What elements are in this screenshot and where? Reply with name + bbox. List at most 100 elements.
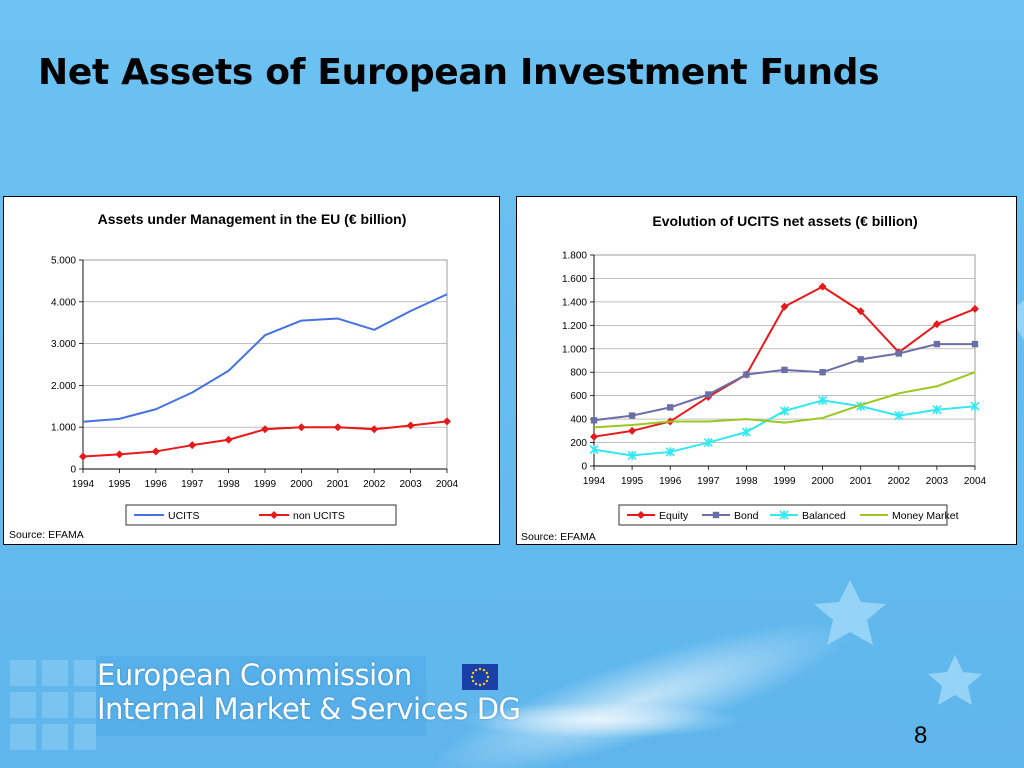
y-tick-label: 400 (570, 415, 587, 426)
y-tick-label: 0 (581, 462, 587, 473)
data-point (856, 307, 865, 316)
data-point (857, 356, 864, 363)
x-tick-label: 2003 (926, 476, 949, 487)
y-tick-label: 200 (570, 438, 587, 449)
data-point (443, 417, 451, 426)
slide-title: Net Assets of European Investment Funds (38, 52, 880, 93)
y-tick-label: 800 (570, 368, 587, 379)
x-tick-label: 2000 (290, 479, 313, 490)
data-point (703, 437, 713, 448)
y-tick-label: 1.600 (562, 274, 587, 285)
series-bond (590, 340, 979, 424)
data-point (151, 447, 160, 456)
legend-item: Equity (627, 510, 689, 522)
data-point (781, 366, 788, 374)
y-tick-label: 1.800 (562, 251, 587, 262)
series-line (82, 293, 448, 423)
flag-star (474, 668, 478, 672)
eu-flag-icon (462, 664, 498, 690)
chart-title: Evolution of UCITS net assets (€ billion… (652, 213, 917, 229)
chart-source: Source: EFAMA (521, 531, 596, 543)
chart-aum: Assets under Management in the EU (€ bil… (9, 211, 459, 541)
chart-title: Assets under Management in the EU (€ bil… (98, 211, 407, 227)
data-point (115, 450, 124, 459)
data-point (261, 425, 269, 434)
y-tick-label: 5.000 (51, 256, 76, 267)
data-point (932, 405, 942, 415)
data-point (333, 423, 342, 432)
x-tick-label: 2001 (850, 476, 873, 487)
x-tick-label: 1997 (181, 479, 204, 490)
page-number: 8 (914, 722, 928, 749)
x-tick-label: 1996 (145, 479, 168, 490)
legend-item: Money Market (860, 510, 959, 522)
x-tick-label: 2000 (811, 476, 834, 487)
y-tick-label: 4.000 (51, 297, 76, 308)
legend-marker (779, 510, 789, 520)
y-tick-label: 3.000 (51, 339, 76, 350)
data-point (779, 406, 790, 416)
y-tick-label: 1.000 (562, 344, 587, 355)
x-tick-label: 1998 (217, 479, 240, 490)
data-point (933, 340, 941, 348)
legend-marker (270, 511, 278, 519)
decorative-star-icon (814, 300, 1024, 705)
flag-star (471, 671, 475, 675)
legend: Equity Bond Balanced Money Market (618, 504, 959, 526)
x-tick-label: 1996 (659, 476, 682, 487)
chart-panel-aum: Assets under Management in the EU (€ bil… (3, 196, 500, 545)
y-tick-label: 1.200 (562, 321, 587, 332)
data-point (370, 425, 379, 434)
data-point (628, 426, 637, 435)
data-point (667, 404, 674, 411)
flag-star (471, 679, 475, 683)
x-tick-label: 2002 (363, 479, 386, 490)
x-tick-label: 1994 (583, 476, 606, 487)
chart-source: Source: EFAMA (9, 529, 84, 541)
data-point (590, 432, 598, 441)
data-point (224, 435, 233, 444)
data-point (971, 304, 979, 313)
legend-item: Bond (702, 510, 759, 522)
y-tick-label: 1.000 (51, 423, 76, 434)
data-point (406, 421, 415, 430)
flag-star (482, 682, 486, 686)
flag-star (485, 679, 489, 683)
flag-star (478, 667, 482, 671)
x-tick-label: 1999 (254, 479, 277, 490)
y-tick-label: 2.000 (51, 381, 76, 392)
legend-label: Money Market (892, 510, 959, 522)
flag-star (470, 675, 474, 679)
x-tick-label: 2004 (436, 479, 459, 490)
data-point (780, 302, 789, 311)
data-point (932, 320, 941, 329)
x-tick-label: 1995 (108, 479, 131, 490)
data-point (627, 450, 637, 461)
plot-area (593, 254, 976, 467)
x-tick-label: 2004 (964, 476, 987, 487)
y-tick-label: 0 (70, 465, 76, 476)
flag-star (482, 668, 486, 672)
series-ucits (82, 293, 448, 423)
legend-marker (712, 511, 720, 519)
data-point (665, 447, 675, 457)
data-point (819, 369, 826, 376)
series-balanced (589, 395, 980, 461)
plot-area (82, 259, 448, 470)
data-point (79, 452, 87, 461)
x-tick-label: 1995 (621, 476, 644, 487)
data-point (590, 417, 598, 424)
legend-marker (637, 511, 645, 519)
data-point (894, 411, 904, 421)
data-point (589, 445, 599, 455)
legend-item: Balanced (770, 510, 846, 522)
legend-label: Equity (659, 510, 689, 522)
data-point (628, 412, 636, 419)
footer-line-1: European Commission (97, 658, 412, 692)
legend-label: Bond (734, 510, 759, 522)
legend-label: UCITS (168, 510, 200, 522)
series-non-ucits (79, 417, 451, 461)
x-tick-label: 1998 (735, 476, 758, 487)
y-tick-label: 1.400 (562, 297, 587, 308)
data-point (971, 340, 979, 348)
